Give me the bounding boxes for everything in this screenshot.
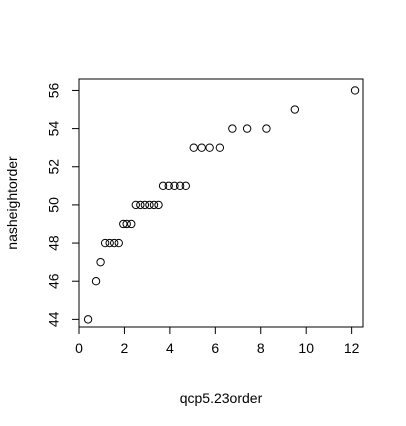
data-point [83, 315, 93, 324]
data-point [136, 200, 145, 210]
data-point [140, 200, 150, 210]
data-point [262, 124, 271, 133]
plot-frame [78, 78, 364, 328]
y-tick-label: 56 [46, 82, 62, 98]
x-axis: 0 2 4 6 8 10 12 [75, 327, 360, 356]
x-tick-label: 8 [257, 340, 265, 356]
y-axis: 44 46 48 50 52 54 56 [46, 82, 79, 327]
y-tick-label: 54 [46, 121, 62, 137]
data-point [170, 181, 179, 191]
data-point [215, 143, 225, 152]
data-point [105, 238, 114, 248]
data-points [83, 86, 360, 324]
y-tick-label: 52 [46, 159, 62, 175]
data-point [119, 219, 128, 229]
data-point [149, 200, 159, 210]
x-tick-label: 4 [166, 340, 174, 356]
y-tick-label: 50 [46, 197, 62, 213]
data-point [164, 181, 173, 191]
data-point [290, 105, 300, 114]
data-point [96, 257, 105, 267]
data-point [91, 277, 101, 286]
data-point [228, 124, 237, 133]
data-point [131, 200, 141, 210]
data-point [100, 238, 110, 248]
data-point [158, 181, 168, 191]
data-point [127, 219, 136, 229]
x-tick-label: 2 [121, 340, 129, 356]
x-tick-label: 12 [344, 340, 360, 356]
data-point [154, 200, 163, 210]
x-tick-label: 6 [211, 340, 219, 356]
data-point [189, 143, 198, 152]
y-tick-label: 44 [46, 311, 62, 327]
x-tick-label: 10 [298, 340, 314, 356]
data-point [242, 124, 252, 133]
data-point [122, 219, 131, 229]
y-tick-label: 48 [46, 235, 62, 251]
data-point [114, 238, 123, 248]
data-point [175, 181, 185, 191]
data-point [350, 86, 360, 95]
x-axis-label: qcp5.23order [180, 390, 263, 406]
data-point [110, 238, 119, 248]
data-point [181, 181, 190, 191]
data-point [197, 143, 206, 152]
y-axis-label: nasheightorder [4, 156, 20, 250]
x-tick-label: 0 [75, 340, 83, 356]
y-tick-label: 46 [46, 273, 62, 289]
data-point [145, 200, 154, 210]
data-point [205, 143, 214, 152]
